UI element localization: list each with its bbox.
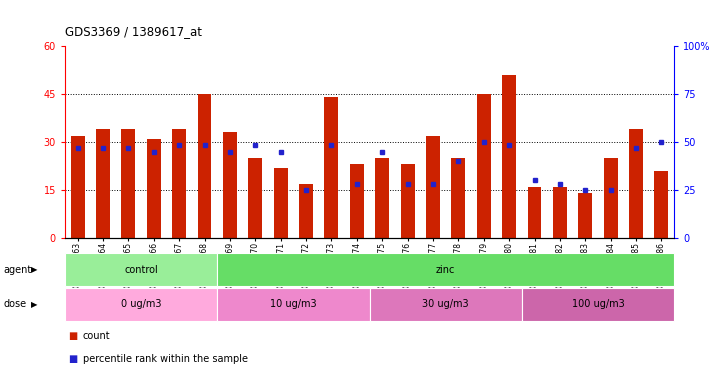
Bar xyxy=(502,75,516,238)
Bar xyxy=(603,158,618,238)
Bar xyxy=(553,187,567,238)
Text: GDS3369 / 1389617_at: GDS3369 / 1389617_at xyxy=(65,25,202,38)
Text: zinc: zinc xyxy=(436,265,456,275)
Text: count: count xyxy=(83,331,110,341)
Text: 10 ug/m3: 10 ug/m3 xyxy=(270,299,317,310)
Text: dose: dose xyxy=(4,299,27,310)
Bar xyxy=(477,94,491,238)
Bar xyxy=(274,168,288,238)
Text: agent: agent xyxy=(4,265,32,275)
Bar xyxy=(451,158,465,238)
Bar xyxy=(299,184,313,238)
Bar xyxy=(172,129,186,238)
Bar xyxy=(528,187,541,238)
Bar xyxy=(522,288,674,321)
Text: 30 ug/m3: 30 ug/m3 xyxy=(423,299,469,310)
Bar xyxy=(248,158,262,238)
Text: 0 ug/m3: 0 ug/m3 xyxy=(121,299,162,310)
Text: ▶: ▶ xyxy=(31,300,37,309)
Bar xyxy=(401,164,415,238)
Bar xyxy=(121,129,136,238)
Text: ■: ■ xyxy=(68,354,78,364)
Bar xyxy=(578,193,592,238)
Bar xyxy=(350,164,364,238)
Bar xyxy=(324,97,338,238)
Bar xyxy=(426,136,440,238)
Bar xyxy=(223,132,237,238)
Text: ■: ■ xyxy=(68,331,78,341)
Bar xyxy=(629,129,643,238)
Bar xyxy=(71,136,84,238)
Bar xyxy=(217,288,369,321)
Bar xyxy=(375,158,389,238)
Bar xyxy=(198,94,211,238)
Bar xyxy=(65,288,217,321)
Bar xyxy=(65,253,217,286)
Text: 100 ug/m3: 100 ug/m3 xyxy=(572,299,624,310)
Text: control: control xyxy=(124,265,158,275)
Bar xyxy=(147,139,161,238)
Bar xyxy=(369,288,522,321)
Bar xyxy=(217,253,674,286)
Bar xyxy=(655,171,668,238)
Bar xyxy=(96,129,110,238)
Text: percentile rank within the sample: percentile rank within the sample xyxy=(83,354,248,364)
Text: ▶: ▶ xyxy=(31,265,37,274)
